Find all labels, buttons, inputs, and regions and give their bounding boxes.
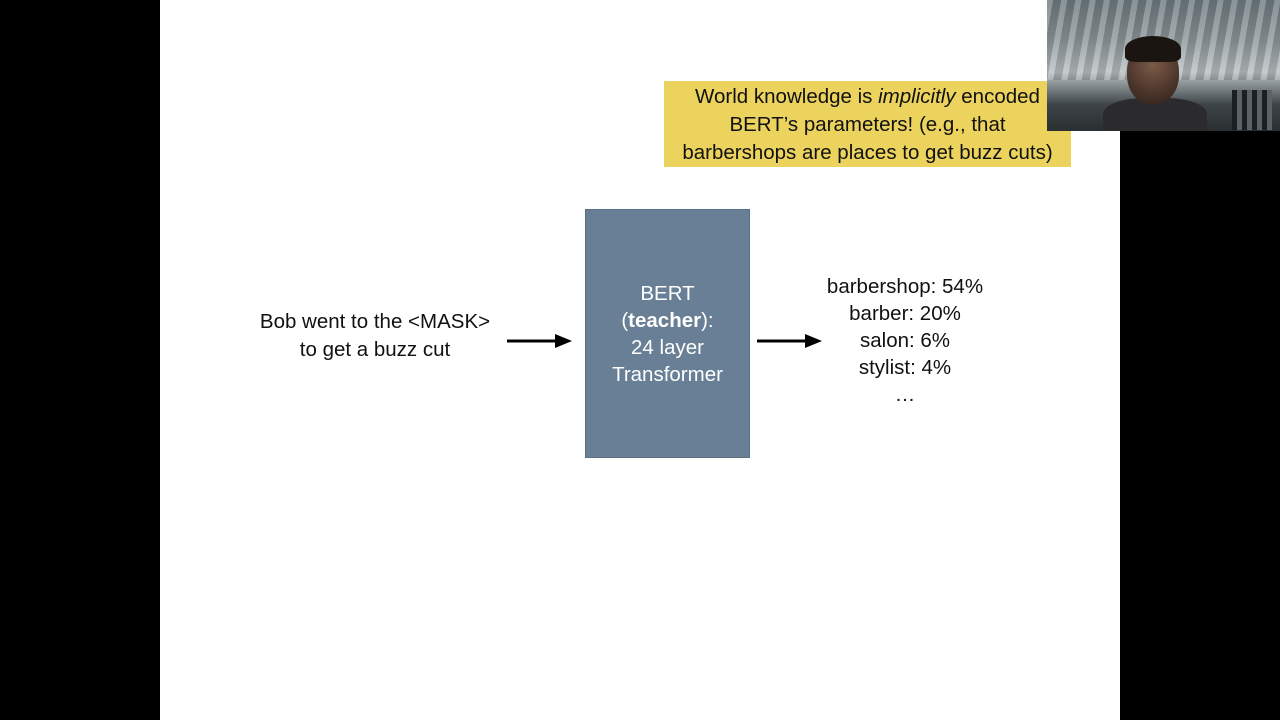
prediction-item: barber: 20%: [849, 302, 961, 325]
input-line-1: Bob went to the <MASK>: [259, 310, 491, 333]
callout-line-3: barbershops are places to get buzz cuts): [682, 141, 1053, 164]
prediction-item: stylist: 4%: [858, 356, 952, 379]
bert-teacher-box: BERT (teacher): 24 layer Transformer: [585, 209, 750, 458]
input-sentence: Bob went to the <MASK> to get a buzz cut: [230, 308, 520, 364]
input-line-2: to get a buzz cut: [299, 338, 451, 361]
webcam-feed: [1047, 0, 1280, 131]
bert-label: BERT (teacher): 24 layer Transformer: [612, 282, 723, 386]
right-arrow-icon: [757, 334, 822, 348]
callout-line-2: BERT’s parameters! (e.g., that: [729, 113, 1006, 136]
prediction-list: barbershop: 54% barber: 20% salon: 6% st…: [800, 273, 1010, 408]
prediction-ellipsis: …: [894, 383, 916, 406]
prediction-item: barbershop: 54%: [826, 275, 984, 298]
callout-line-1: World knowledge is implicitly encoded: [695, 85, 1040, 108]
prediction-item: salon: 6%: [859, 329, 951, 352]
knowledge-callout: World knowledge is implicitly encoded BE…: [664, 81, 1071, 167]
right-arrow-icon: [507, 334, 572, 348]
